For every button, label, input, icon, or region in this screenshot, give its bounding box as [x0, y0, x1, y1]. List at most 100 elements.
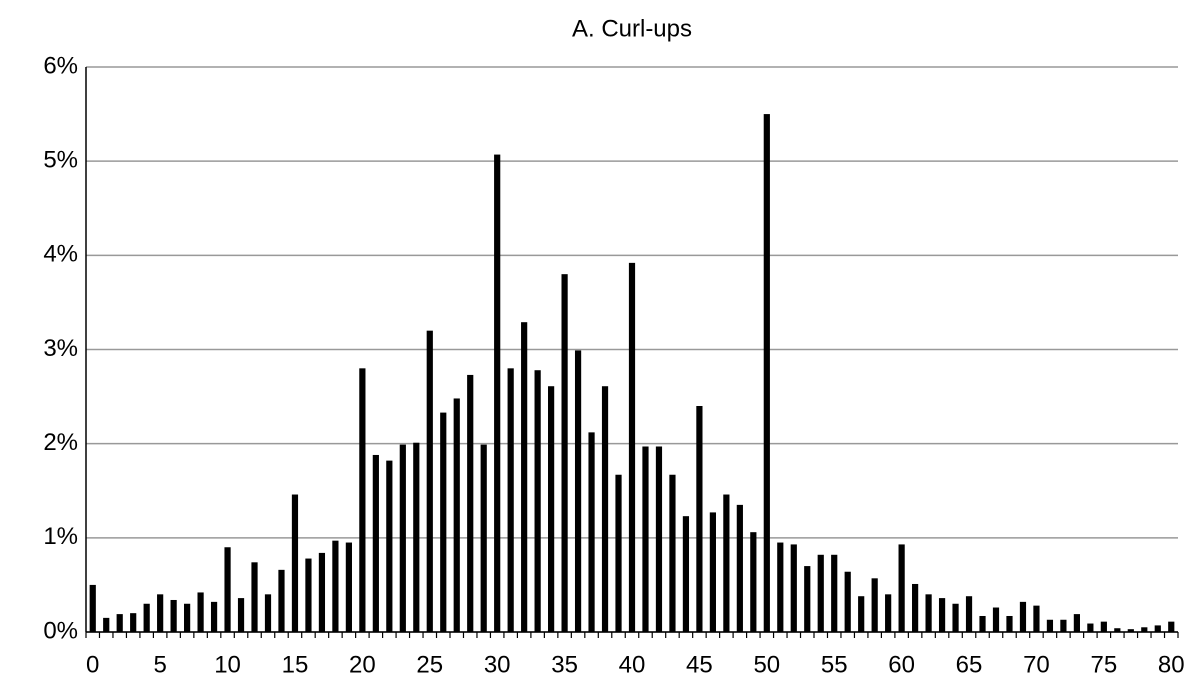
x-tick-label: 50: [753, 651, 780, 678]
bar: [561, 274, 568, 632]
x-tick-label: 25: [416, 651, 443, 678]
x-tick-label: 15: [282, 651, 309, 678]
bar: [1060, 619, 1067, 632]
bar: [251, 562, 258, 632]
bar: [831, 554, 838, 632]
bar: [494, 154, 501, 632]
bar: [1127, 629, 1134, 632]
bar: [386, 460, 393, 632]
y-tick-label: 2%: [43, 429, 78, 456]
bar: [1019, 601, 1027, 632]
bar: [885, 594, 892, 632]
bar: [1168, 621, 1175, 632]
x-tick-label: 35: [551, 651, 578, 678]
bar: [777, 542, 784, 632]
y-tick-label: 6%: [43, 52, 78, 79]
bar: [642, 446, 649, 632]
bar: [736, 504, 743, 632]
x-tick-label: 75: [1091, 651, 1118, 678]
bar: [588, 432, 595, 632]
y-tick-label: 1%: [43, 523, 78, 550]
bar: [938, 598, 946, 632]
bar: [763, 114, 770, 633]
bar: [210, 601, 218, 632]
bar: [1100, 621, 1107, 632]
bar: [750, 532, 757, 632]
bar: [1046, 619, 1054, 632]
x-tick-label: 40: [619, 651, 646, 678]
y-tick-label: 3%: [43, 335, 78, 362]
bar: [844, 571, 851, 632]
bar: [116, 614, 123, 632]
bar: [1006, 615, 1013, 632]
bar: [682, 516, 690, 632]
bar: [655, 446, 663, 632]
x-tick-label: 70: [1023, 651, 1050, 678]
bar: [574, 350, 582, 632]
bar: [291, 494, 299, 632]
bar: [601, 386, 609, 632]
bar: [264, 594, 272, 632]
bar: [534, 370, 541, 632]
bar: [1114, 628, 1121, 632]
bar: [871, 578, 878, 632]
x-tick-label: 55: [821, 651, 848, 678]
x-tick-label: 30: [484, 651, 511, 678]
bar: [143, 603, 150, 632]
x-tick-label: 60: [888, 651, 915, 678]
chart-title: A. Curl-ups: [572, 15, 692, 42]
bar: [965, 596, 973, 632]
x-tick-label: 45: [686, 651, 713, 678]
x-tick-label: 0: [86, 651, 99, 678]
bar: [1087, 623, 1094, 632]
bar: [696, 406, 703, 632]
bar: [103, 617, 110, 632]
bar: [1033, 605, 1040, 632]
bar: [372, 454, 379, 632]
x-tick-label: 20: [349, 651, 376, 678]
bar: [345, 542, 352, 632]
bar: [1141, 627, 1148, 632]
bar: [237, 598, 245, 632]
bar: [467, 374, 474, 632]
bar: [359, 368, 366, 632]
bar: [817, 554, 824, 632]
bar: [723, 494, 730, 632]
bar: [305, 558, 312, 632]
bar: [89, 584, 96, 632]
bar: [440, 412, 447, 632]
bar: [912, 583, 919, 632]
x-tick-label: 10: [214, 651, 241, 678]
bar: [898, 544, 905, 632]
x-tick-label: 5: [153, 651, 166, 678]
bar: [521, 322, 528, 632]
bar: [399, 444, 406, 632]
bar: [224, 547, 231, 632]
bar: [453, 398, 460, 632]
bar: [979, 615, 986, 632]
x-tick-label: 65: [956, 651, 983, 678]
y-tick-label: 4%: [43, 241, 78, 268]
bar: [669, 474, 676, 632]
bar: [548, 386, 555, 632]
bar: [709, 512, 716, 632]
bar: [615, 474, 622, 632]
bar: [413, 442, 420, 632]
bar: [804, 566, 811, 632]
y-tick-label: 0%: [43, 617, 78, 644]
bar: [184, 603, 191, 632]
bar: [507, 368, 514, 632]
bar: [952, 603, 959, 632]
bar: [925, 594, 932, 632]
bar: [332, 540, 339, 632]
bar: [858, 596, 865, 632]
bar: [790, 544, 797, 632]
bar: [1073, 614, 1080, 632]
bar: [992, 607, 1000, 632]
x-tick-label: 80: [1158, 651, 1185, 678]
bar: [278, 569, 285, 632]
bar: [157, 594, 164, 632]
bar: [130, 613, 137, 632]
bar: [628, 262, 636, 632]
